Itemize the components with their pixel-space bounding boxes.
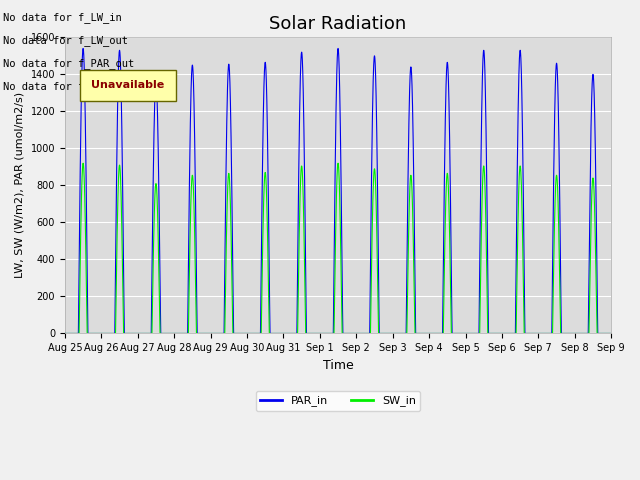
Text: No data for f_SW_out: No data for f_SW_out	[3, 81, 128, 92]
X-axis label: Time: Time	[323, 359, 353, 372]
Legend: PAR_in, SW_in: PAR_in, SW_in	[256, 391, 420, 411]
Text: No data for f_LW_in: No data for f_LW_in	[3, 12, 122, 23]
Text: No data for f_LW_out: No data for f_LW_out	[3, 35, 128, 46]
Y-axis label: LW, SW (W/m2), PAR (umol/m2/s): LW, SW (W/m2), PAR (umol/m2/s)	[15, 92, 25, 278]
Title: Solar Radiation: Solar Radiation	[269, 15, 406, 33]
Text: Unavailable: Unavailable	[92, 80, 164, 90]
Text: No data for f_PAR_out: No data for f_PAR_out	[3, 58, 134, 69]
